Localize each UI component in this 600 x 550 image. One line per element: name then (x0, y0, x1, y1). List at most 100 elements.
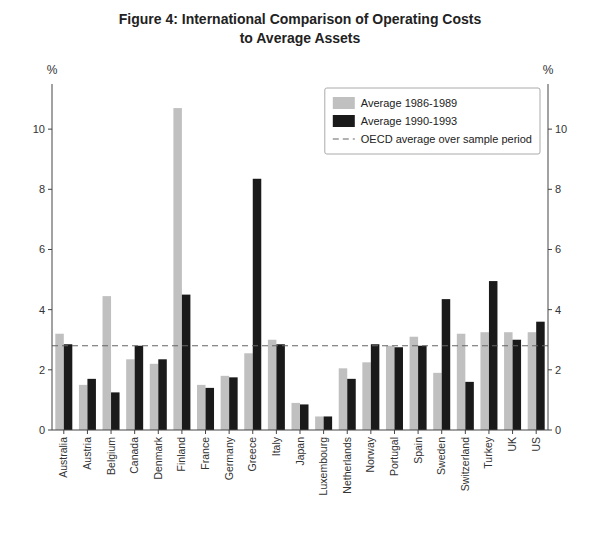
x-tick (134, 430, 135, 434)
bar (480, 332, 489, 430)
y2-tick (548, 249, 552, 250)
bar (394, 347, 403, 430)
axes: 02468100246810AustraliaAustriaBelgiumCan… (33, 84, 568, 495)
x-tick (465, 430, 466, 434)
x-tick-label: Spain (412, 437, 424, 464)
x-tick-label: Germany (223, 436, 235, 480)
bar (150, 364, 159, 430)
x-tick (441, 430, 442, 434)
y2-tick (548, 309, 552, 310)
legend-label: Average 1990-1993 (361, 115, 457, 127)
bar (229, 377, 238, 430)
x-tick-label: Switzerland (459, 437, 471, 491)
x-tick (63, 430, 64, 434)
bar (315, 416, 324, 430)
bar (410, 337, 419, 430)
y-tick-label: 10 (33, 123, 45, 135)
bar (489, 281, 498, 430)
x-tick (536, 430, 537, 434)
x-tick (87, 430, 88, 434)
y2-axis-label: % (543, 63, 554, 77)
y-tick-label: 2 (39, 364, 45, 376)
x-tick (347, 430, 348, 434)
x-tick (111, 430, 112, 434)
x-tick (394, 430, 395, 434)
bar (253, 179, 262, 430)
y2-tick-label: 6 (555, 243, 561, 255)
bar (513, 340, 522, 430)
y-tick (48, 189, 52, 190)
x-tick (418, 430, 419, 434)
y-tick-label: 0 (39, 424, 45, 436)
bar (362, 362, 371, 430)
y-tick (48, 129, 52, 130)
y2-tick (548, 129, 552, 130)
x-tick-label: Italy (270, 436, 282, 456)
x-tick-label: Denmark (152, 436, 164, 479)
legend-label: OECD average over sample period (361, 133, 532, 145)
x-tick-label: Luxembourg (317, 437, 329, 496)
bar-series (64, 179, 545, 430)
x-tick-label: Norway (364, 436, 376, 472)
bar (371, 344, 380, 430)
y2-tick (548, 430, 552, 431)
bar (103, 296, 112, 430)
y2-tick-label: 0 (555, 424, 561, 436)
bar (386, 346, 395, 430)
y-tick (48, 309, 52, 310)
bar (528, 332, 537, 430)
x-tick (323, 430, 324, 434)
bar (457, 334, 466, 430)
chart-svg: Figure 4: International Comparison of Op… (0, 0, 600, 550)
legend-swatch (333, 115, 355, 127)
y-tick-label: 8 (39, 183, 45, 195)
y-tick-label: 6 (39, 243, 45, 255)
chart-container: Figure 4: International Comparison of Op… (0, 0, 600, 550)
bar (300, 404, 309, 430)
bar (276, 344, 285, 430)
bar (221, 376, 230, 430)
y-axis-label: % (47, 63, 58, 77)
bar (291, 403, 300, 430)
x-tick-label: US (530, 437, 542, 452)
bar (173, 108, 182, 430)
x-tick-label: Belgium (105, 437, 117, 475)
y-tick (48, 369, 52, 370)
bar (504, 332, 513, 430)
y2-tick-label: 4 (555, 304, 561, 316)
bar (79, 385, 88, 430)
x-tick-label: Turkey (482, 436, 494, 468)
x-tick-label: Portugal (388, 437, 400, 476)
x-tick (488, 430, 489, 434)
bar (55, 334, 64, 430)
x-tick (181, 430, 182, 434)
y-tick (48, 430, 52, 431)
y2-tick (548, 189, 552, 190)
bar (442, 299, 451, 430)
y2-tick-label: 8 (555, 183, 561, 195)
bar (111, 392, 120, 430)
y2-tick-label: 2 (555, 364, 561, 376)
bar (418, 346, 427, 430)
y2-axis-line (548, 84, 549, 430)
x-tick-label: Japan (294, 437, 306, 466)
y-axis-line (52, 84, 53, 430)
x-tick (158, 430, 159, 434)
x-tick-label: Finland (175, 437, 187, 472)
bar (182, 295, 191, 430)
x-tick-label: France (199, 437, 211, 470)
x-tick-label: UK (506, 437, 518, 452)
plot-area (52, 108, 548, 430)
x-tick (252, 430, 253, 434)
y-tick-label: 4 (39, 304, 45, 316)
x-tick (512, 430, 513, 434)
bar (324, 416, 333, 430)
x-tick-label: Greece (246, 437, 258, 472)
x-tick (300, 430, 301, 434)
y-tick (48, 249, 52, 250)
bar (244, 353, 253, 430)
x-tick-label: Austria (81, 437, 93, 470)
x-tick-label: Netherlands (341, 437, 353, 494)
legend-frame (325, 88, 540, 154)
bar (135, 346, 144, 430)
